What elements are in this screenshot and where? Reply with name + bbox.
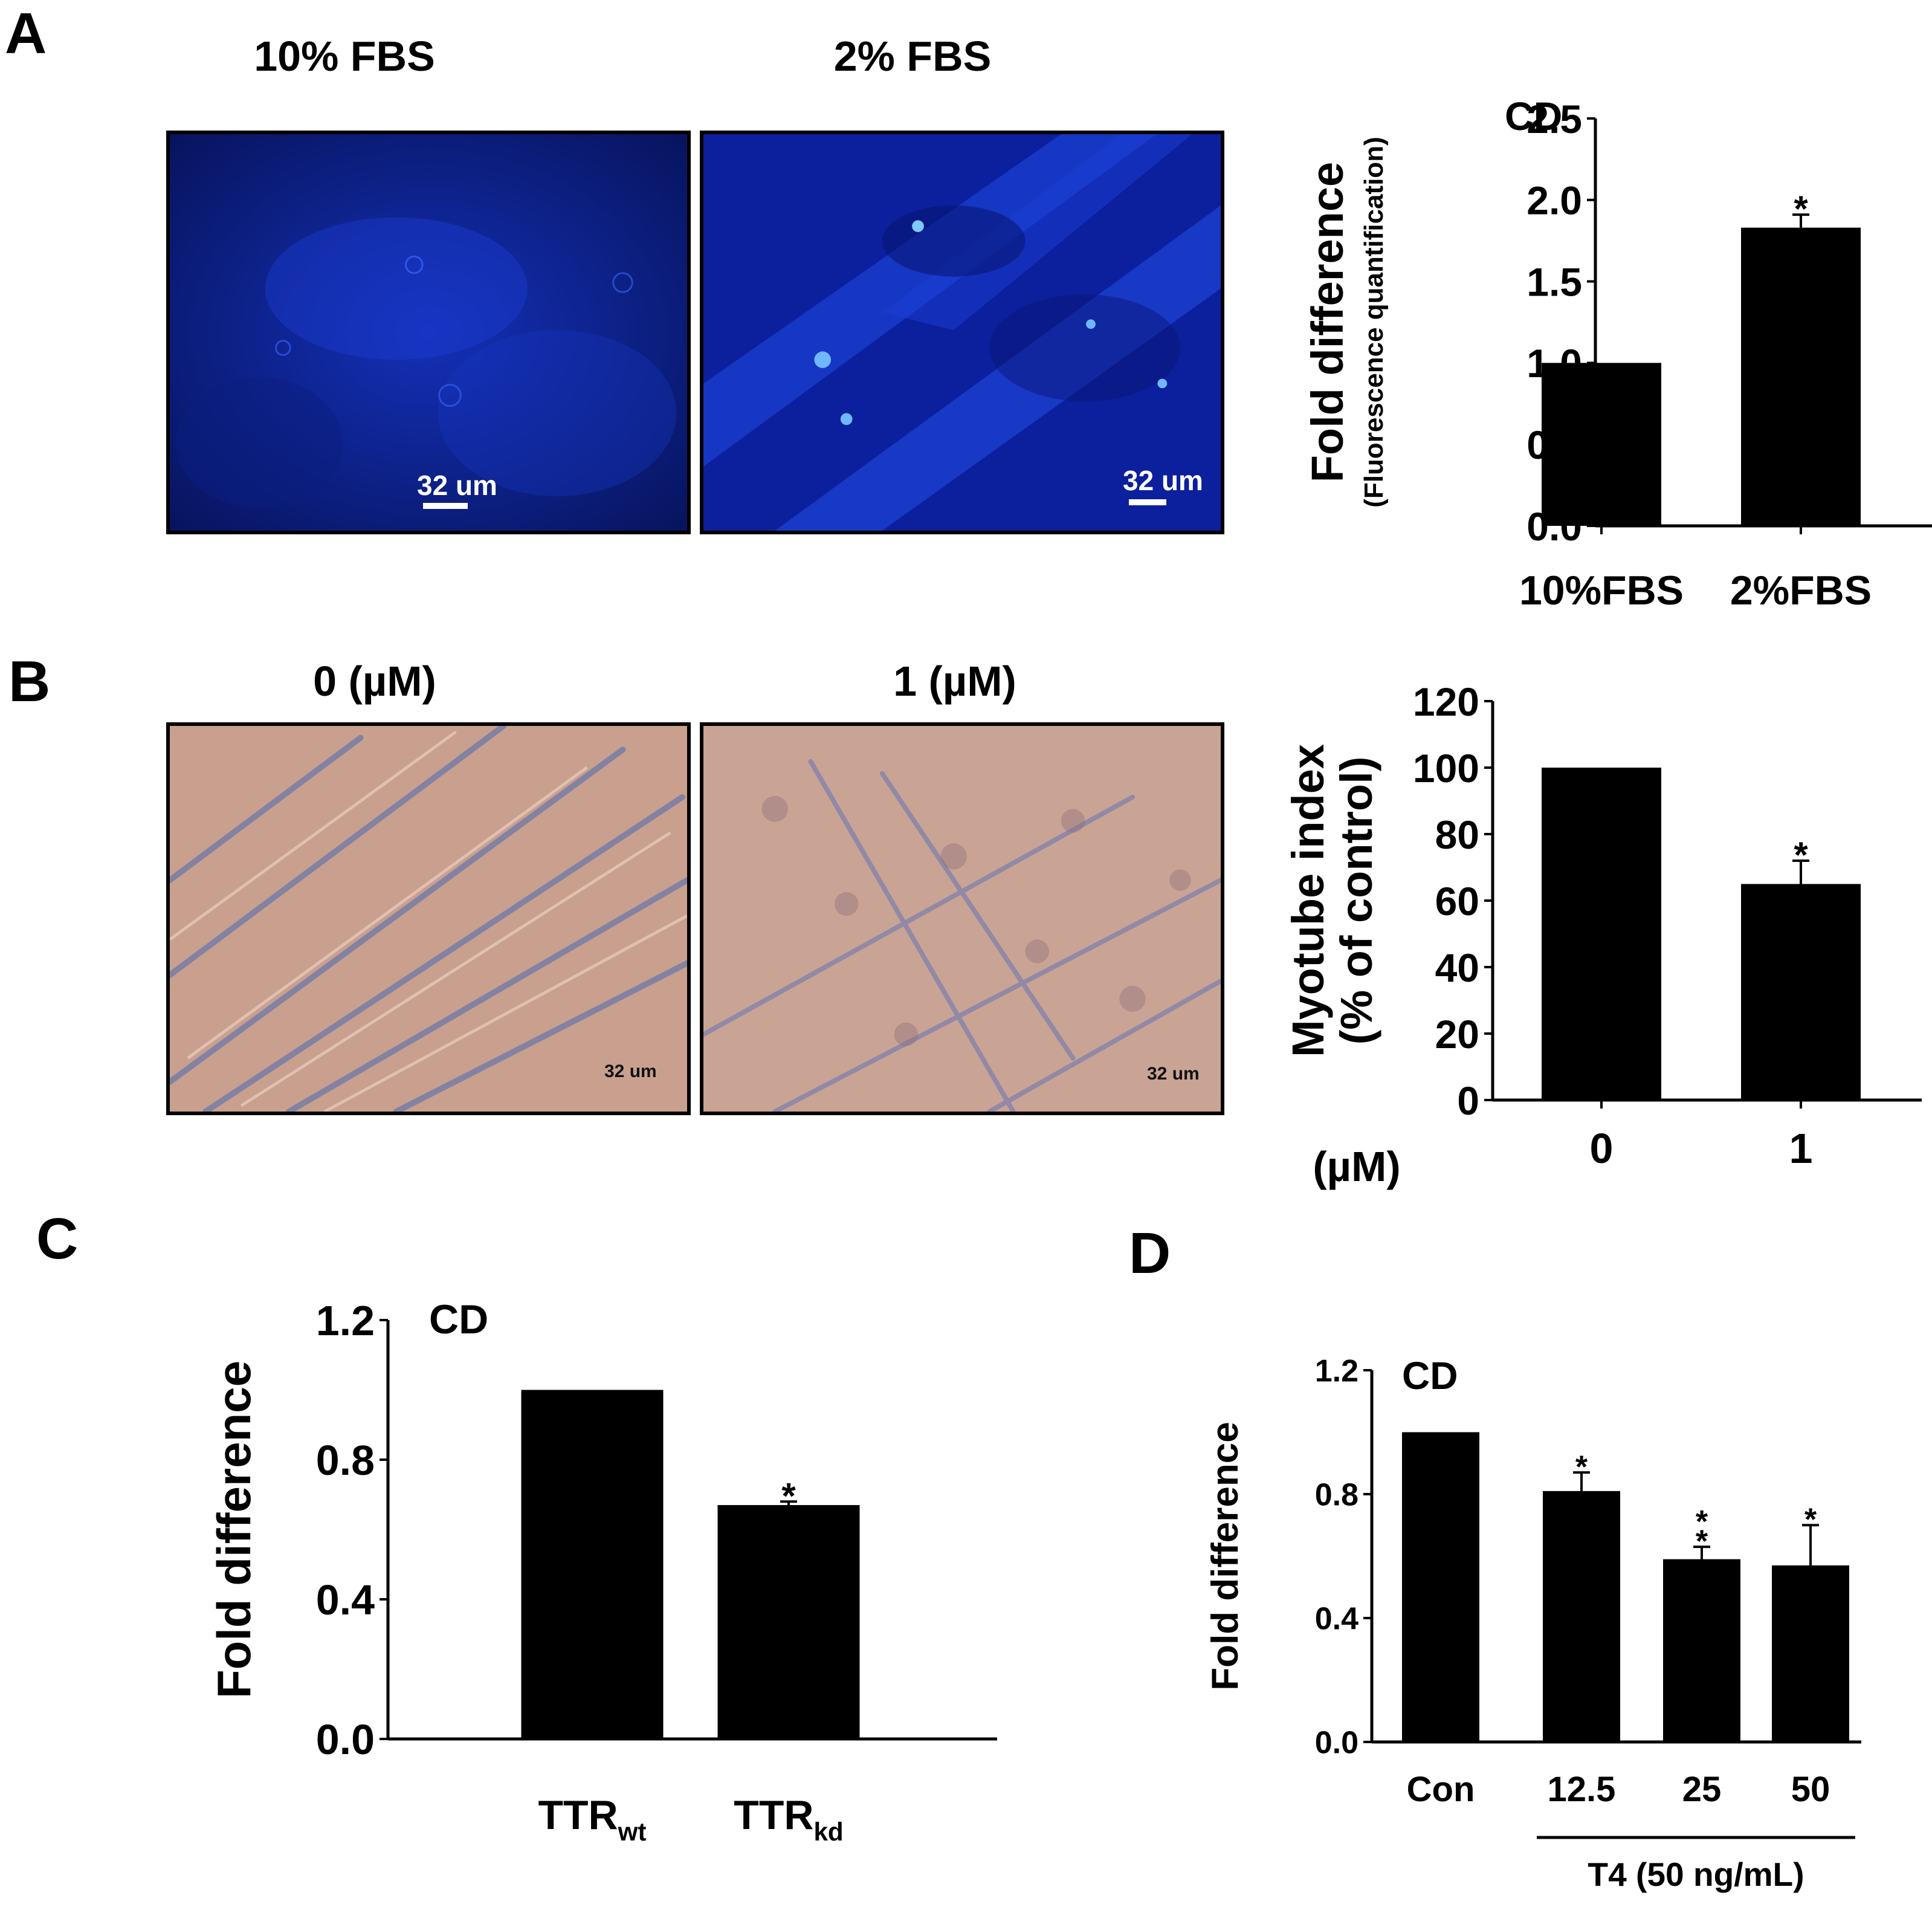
significance-marker: *: [1696, 1524, 1708, 1559]
y-tick-label: 0.8: [1315, 1478, 1359, 1513]
significance-marker: *: [1794, 189, 1808, 229]
y-tick-label: 0: [1457, 1078, 1479, 1123]
bar: [717, 1505, 860, 1739]
chart-title: CD: [429, 1297, 488, 1342]
fluorescence-image-2-fbs: [700, 131, 1224, 534]
y-tick-label: 2.0: [1527, 178, 1582, 223]
chart-c: 0.0 0.4 0.8 1.2 Fold difference CD TTRwt * TTRkd: [199, 1281, 1045, 1862]
scale-bar-label: 32 um: [604, 1061, 657, 1081]
bar: [521, 1390, 664, 1739]
scale-bar: [423, 503, 468, 509]
y-tick-label: 0.4: [316, 1576, 375, 1624]
scale-bar-label: 32 um: [1147, 1064, 1200, 1084]
y-tick-label: 1.2: [316, 1297, 375, 1344]
y-axis-label: Myotube index: [1283, 744, 1333, 1057]
fluorescence-image-10-fbs: [166, 131, 691, 534]
y-tick-label: 40: [1435, 945, 1479, 990]
scale-bar-label: 32 um: [1123, 465, 1203, 496]
image-title-2-fbs: 2% FBS: [833, 33, 992, 80]
y-tick-label: 0.0: [1315, 1726, 1359, 1761]
x-tick-label: TTRwt: [538, 1792, 646, 1846]
chart-d: 0.0 0.4 0.8 1.2 Fold difference CD Con * 12.5 * * 2…: [1203, 1330, 1932, 1910]
x-tick-label: TTRkd: [734, 1792, 843, 1846]
bar: [1402, 1432, 1479, 1742]
y-axis-label: Fold difference: [207, 1361, 260, 1698]
y-tick-label: 120: [1413, 679, 1479, 724]
x-tick-label: 12.5: [1548, 1770, 1616, 1809]
significance-marker: *: [1575, 1449, 1588, 1484]
y-axis-label: Fold difference: [1302, 162, 1352, 482]
x-tick-label: 0: [1590, 1125, 1614, 1172]
group-label: T4 (50 ng/mL): [1588, 1856, 1804, 1893]
bar: [1741, 884, 1861, 1100]
significance-marker: *: [781, 1475, 796, 1516]
image-title-10-fbs: 10% FBS: [254, 33, 435, 80]
x-tick-label: Con: [1407, 1770, 1475, 1809]
scale-bar: [1129, 499, 1166, 505]
x-unit-label: (µM): [1313, 1143, 1400, 1190]
y-tick-label: 60: [1435, 879, 1479, 924]
y-tick-label: 0.8: [316, 1437, 375, 1484]
x-tick-label: 1: [1789, 1125, 1813, 1172]
bar: [1542, 363, 1661, 526]
brightfield-image-0-um: [166, 722, 691, 1115]
x-tick-label: 25: [1682, 1770, 1722, 1809]
x-tick-label: 50: [1791, 1770, 1830, 1809]
significance-marker: *: [1804, 1502, 1817, 1537]
y-tick-label: 1.5: [1527, 259, 1582, 304]
bar: [1741, 227, 1861, 526]
y-tick-label: 20: [1435, 1012, 1479, 1057]
panel-label-b: B: [8, 649, 51, 714]
chart-title: CD: [1402, 1354, 1458, 1397]
significance-marker: *: [1794, 835, 1808, 875]
y-axis-sublabel: (% of control): [1331, 757, 1381, 1045]
scale-bar-label: 32 um: [417, 470, 497, 501]
bar: [1542, 768, 1661, 1100]
significance-marker: *: [1696, 1504, 1708, 1539]
bar: [1772, 1565, 1849, 1742]
panel-label-a: A: [5, 1, 47, 66]
brightfield-image-1-um: [700, 722, 1224, 1115]
bar: [1543, 1491, 1620, 1742]
y-tick-label: 0.4: [1315, 1602, 1359, 1637]
x-tick-label: 2%FBS: [1730, 568, 1872, 613]
panel-label-c: C: [36, 1206, 79, 1271]
y-tick-label: 100: [1413, 746, 1479, 791]
y-axis-sublabel: (Fluorescence quantification): [1359, 137, 1389, 508]
y-tick-label: 1.2: [1315, 1354, 1359, 1389]
x-tick-label: 10%FBS: [1519, 568, 1684, 613]
image-title-0-um: 0 (µM): [313, 658, 436, 705]
y-tick-label: 0.0: [316, 1716, 375, 1763]
panel-label-d: D: [1129, 1221, 1171, 1286]
image-title-1-um: 1 (µM): [893, 658, 1016, 705]
chart-title: CD: [1505, 94, 1562, 138]
y-tick-label: 2.5: [1527, 97, 1582, 141]
chart-b: 0 20 40 60 80 100 120 Myotube index (% of contro…: [1269, 671, 1932, 1215]
y-axis-label: Fold difference: [1204, 1422, 1246, 1690]
bar: [1663, 1559, 1740, 1742]
y-tick-label: 80: [1435, 812, 1479, 857]
